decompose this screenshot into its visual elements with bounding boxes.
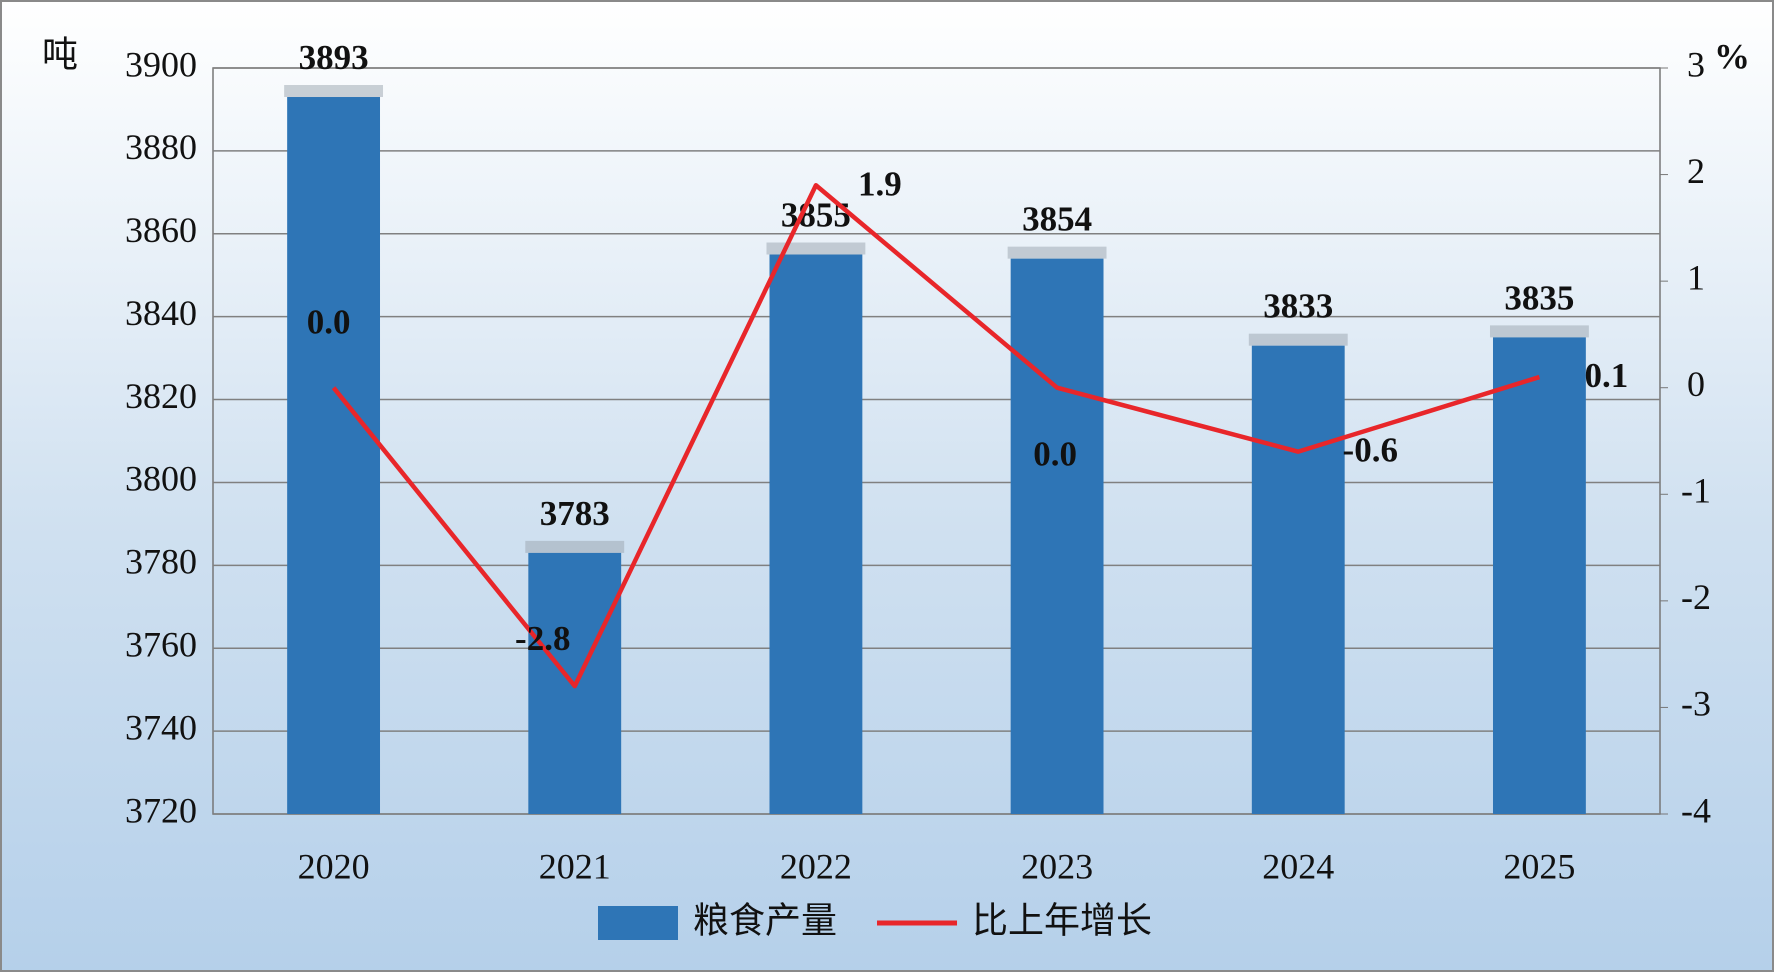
line-value-label: 0.0	[1033, 435, 1077, 474]
bar-shadow	[1007, 246, 1107, 259]
y-tick-label: 3800	[125, 459, 197, 499]
bar-shadow	[525, 540, 625, 553]
x-tick-label: 2024	[1262, 846, 1334, 886]
line-value-label: -2.8	[515, 619, 570, 658]
bar-value-label: 3893	[299, 38, 369, 77]
x-tick-label: 2025	[1503, 846, 1575, 886]
bar-value-label: 3855	[781, 196, 851, 235]
bar-value-label: 3783	[540, 494, 610, 533]
x-tick-label: 2023	[1021, 846, 1093, 886]
legend-label: 粮食产量	[693, 900, 837, 940]
y-tick-label: 3780	[125, 542, 197, 582]
y2-tick-label: -2	[1681, 577, 1711, 617]
bar-shadow	[1489, 325, 1589, 338]
x-tick-label: 2022	[780, 846, 852, 886]
bar-shadow	[1248, 333, 1348, 346]
line-value-label: 1.9	[858, 164, 902, 203]
y-tick-label: 3860	[125, 210, 197, 250]
legend-label: 比上年增长	[972, 900, 1152, 940]
x-tick-label: 2021	[539, 846, 611, 886]
bar-shadow	[766, 242, 866, 255]
y-tick-label: 3880	[125, 127, 197, 167]
y2-tick-label: 0	[1687, 364, 1705, 404]
y2-tick-label: -1	[1681, 471, 1711, 511]
y-tick-label: 3760	[125, 624, 197, 664]
y-tick-label: 3900	[125, 44, 197, 84]
y-tick-label: 3840	[125, 293, 197, 333]
bar	[287, 97, 381, 814]
line-value-label: 0.0	[307, 303, 351, 342]
legend-swatch	[598, 906, 678, 940]
bar	[1251, 345, 1345, 814]
x-tick-label: 2020	[298, 846, 370, 886]
y2-tick-label: -4	[1681, 790, 1711, 830]
line	[331, 182, 1541, 689]
bar	[1492, 337, 1586, 814]
y2-tick-label: 1	[1687, 257, 1705, 297]
y2-tick-label: -3	[1681, 684, 1711, 724]
bar-value-label: 3854	[1022, 200, 1092, 239]
y-tick-label: 3740	[125, 707, 197, 747]
line-value-label: 0.1	[1585, 356, 1629, 395]
y2-tick-label: 3	[1687, 44, 1705, 84]
bar	[769, 254, 863, 814]
y-axis-label: 吨	[42, 34, 78, 74]
y2-axis-label: %	[1714, 36, 1750, 76]
bar-value-label: 3833	[1263, 287, 1333, 326]
y-tick-label: 3720	[125, 790, 197, 830]
bar-shadow	[284, 85, 384, 98]
y-tick-label: 3820	[125, 376, 197, 416]
line-value-label: -0.6	[1343, 431, 1398, 470]
bar	[1010, 258, 1104, 815]
bar-value-label: 3835	[1504, 278, 1574, 317]
y2-tick-label: 2	[1687, 151, 1705, 191]
